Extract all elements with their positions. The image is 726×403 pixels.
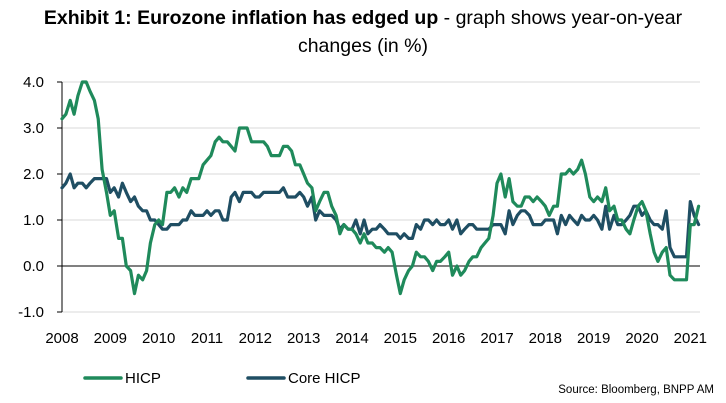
source-note: Source: Bloomberg, BNPP AM: [558, 384, 714, 396]
x-tick-label: 2017: [480, 330, 513, 347]
x-tick-label: 2012: [239, 330, 272, 347]
series-line-core-hicp: [60, 172, 701, 259]
title-bold: Exhibit 1: Eurozone inflation has edged …: [43, 7, 439, 29]
x-tick-label: 2016: [432, 330, 465, 347]
chart-title: Exhibit 1: Eurozone inflation has edged …: [0, 4, 726, 60]
grid-lines: [62, 81, 700, 313]
y-tick-label: 0.0: [23, 258, 44, 275]
y-tick-label: 4.0: [23, 74, 44, 91]
x-tick-label: 2010: [142, 330, 175, 347]
x-tick-label: 2013: [287, 330, 320, 347]
x-tick-label: 2020: [625, 330, 658, 347]
title-rest: - graph shows year-on-year: [438, 7, 683, 29]
x-tick-label: 2018: [529, 330, 562, 347]
x-tick-label: 2011: [191, 330, 223, 347]
legend-label: HICP: [125, 370, 161, 387]
x-tick-label: 2019: [577, 330, 610, 347]
legend-label: Core HICP: [288, 370, 361, 387]
x-tick-label: 2015: [384, 330, 417, 347]
y-tick-label: 2.0: [23, 166, 44, 183]
x-tick-label: 2008: [45, 330, 78, 347]
x-tick-label: 2009: [94, 330, 127, 347]
x-tick-label: 2021: [674, 330, 707, 347]
series-line-hicp: [60, 80, 701, 296]
y-tick-label: 3.0: [23, 120, 44, 137]
y-tick-label: 1.0: [23, 212, 44, 229]
title-line2: changes (in %): [297, 35, 429, 57]
tick-labels: -1.0 0.0 1.0 2.0 3.0 4.0 2008 2009 2010 2011 2012 2…: [18, 74, 707, 347]
y-tick-label: -1.0: [18, 304, 44, 321]
legend: HICP Core HICP: [83, 370, 361, 387]
series-lines: [60, 80, 701, 296]
x-tick-label: 2014: [335, 330, 368, 347]
